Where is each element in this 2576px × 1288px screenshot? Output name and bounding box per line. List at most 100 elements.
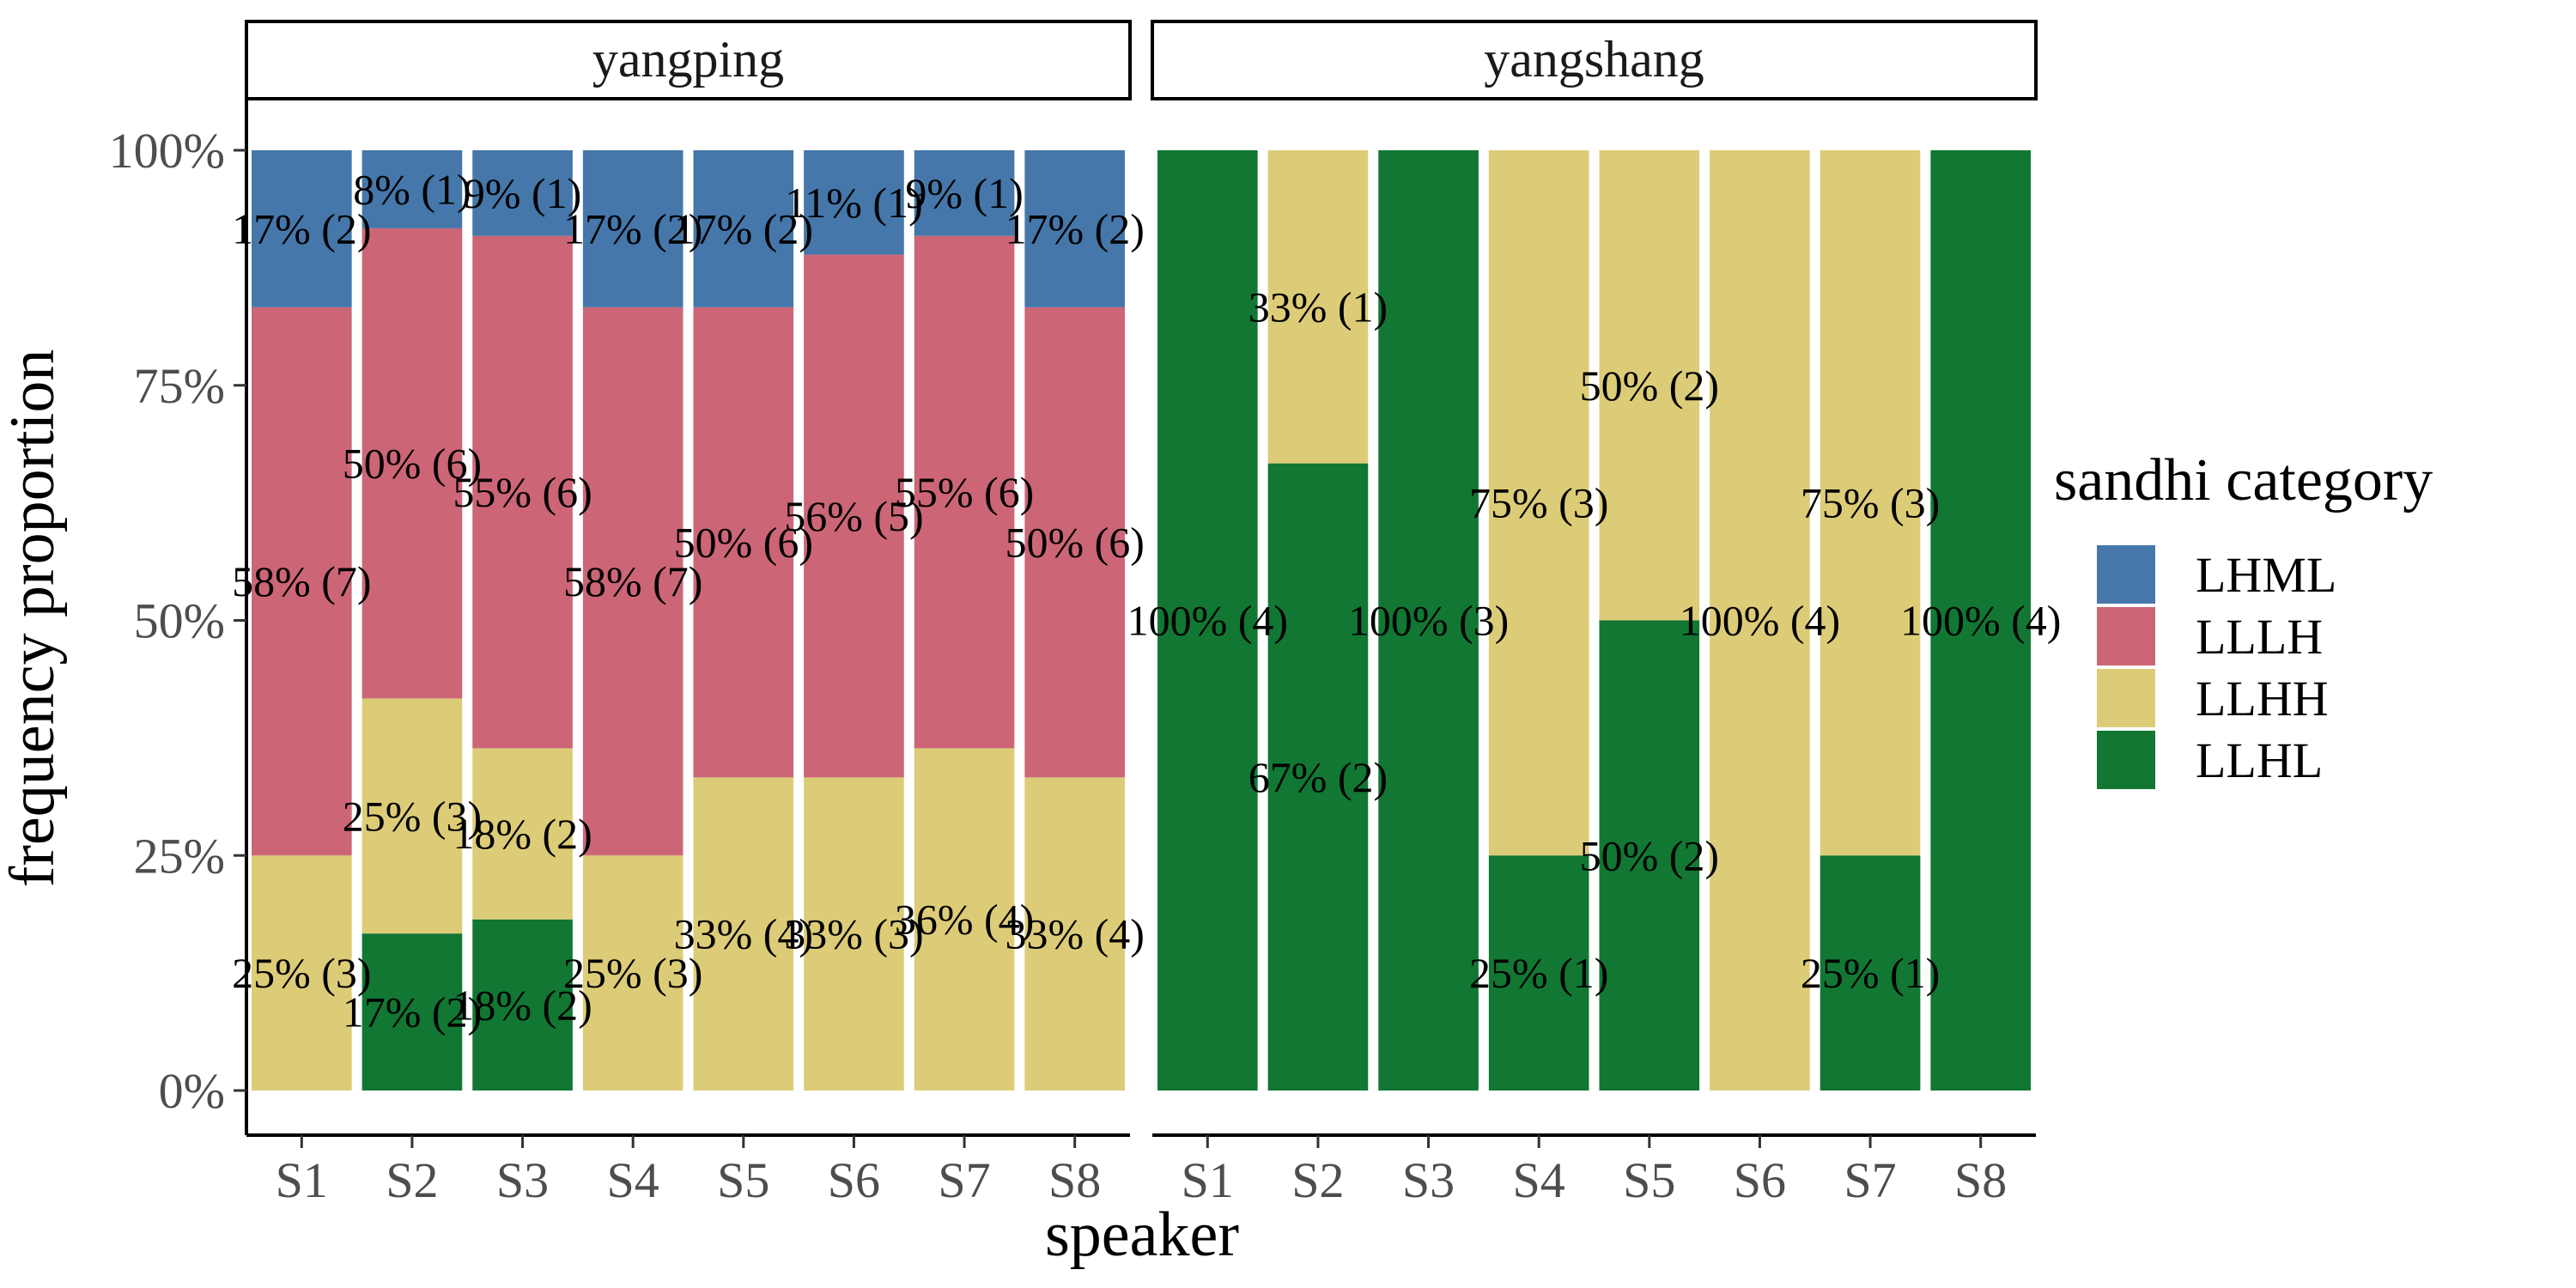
y-tick-label: 25% <box>134 828 225 884</box>
x-tick-label: S6 <box>1734 1152 1786 1208</box>
x-tick-label: S7 <box>1844 1152 1896 1208</box>
bar-label: 25% (3) <box>343 792 482 840</box>
x-tick-label: S5 <box>1623 1152 1675 1208</box>
legend-swatch-lhml <box>2097 545 2155 604</box>
bar-segment-llhh <box>1820 150 1921 856</box>
bar-label: 67% (2) <box>1249 753 1388 801</box>
bar-label: 50% (6) <box>343 440 482 488</box>
bar-label: 100% (4) <box>1900 597 2061 645</box>
bar-segment-lhml <box>582 150 683 307</box>
x-tick-label: S8 <box>1954 1152 2007 1208</box>
bar-segment-llhl <box>1378 150 1479 1091</box>
x-tick-label: S2 <box>1291 1152 1344 1208</box>
bar-segment-llhl <box>472 919 573 1091</box>
bar-segment-llhl <box>1157 150 1258 1091</box>
y-tick-label: 0% <box>159 1063 225 1119</box>
legend-items: LHML LLLH LLHH LLHL <box>2097 545 2336 789</box>
x-axis-title: speaker <box>1045 1200 1239 1270</box>
facet-strip <box>245 20 1132 100</box>
x-tick-label: S4 <box>607 1152 659 1208</box>
bar-label: 9% (1) <box>905 169 1023 217</box>
legend-label: LLHH <box>2196 671 2329 726</box>
bar-labels: 100% (4) 67% (2) 33% (1) 100% (3) 25% (1) 75%… <box>1127 283 2062 997</box>
bar-segment-llhh <box>1488 150 1589 856</box>
bar-segment-lllh <box>361 228 463 699</box>
y-axis: 0% 25% 50% 75% 100% <box>109 99 248 1135</box>
bar-label: 75% (3) <box>1469 479 1608 527</box>
legend: sandhi category LHML LLLH LLHH LLHL <box>2054 447 2433 789</box>
bar-label: 18% (2) <box>453 981 592 1029</box>
x-tick-label: S6 <box>828 1152 880 1208</box>
y-axis-title: frequency proportion <box>0 349 68 888</box>
bar-segment-llhl <box>1820 855 1921 1091</box>
bar-segment-llhh <box>1710 150 1810 1091</box>
bar-label: 17% (2) <box>563 204 702 252</box>
bar-segment-llhl <box>1267 463 1369 1091</box>
bar-label: 100% (3) <box>1348 597 1509 645</box>
x-tick-label: S1 <box>1182 1152 1234 1208</box>
bar-label: 50% (2) <box>1580 361 1719 410</box>
bar-label: 58% (7) <box>563 557 702 605</box>
bar-label: 17% (2) <box>232 204 371 252</box>
bar-segment-lhml <box>1024 150 1125 307</box>
x-tick-label: S3 <box>1402 1152 1455 1208</box>
bar-segment-llhh <box>582 855 683 1091</box>
bar-label: 75% (3) <box>1801 479 1940 527</box>
bars <box>252 150 1125 1091</box>
bar-label: 33% (3) <box>784 910 923 958</box>
bar-segment-llhh <box>1599 150 1700 621</box>
bar-segment-lllh <box>472 235 573 749</box>
bars <box>1157 150 2031 1091</box>
legend-swatch-llhh <box>2097 669 2155 727</box>
bar-segment-lhml <box>361 150 463 228</box>
x-tick-label: S5 <box>717 1152 769 1208</box>
bar-label: 58% (7) <box>232 557 371 605</box>
bar-segment-lhml <box>804 150 904 255</box>
facet-panel-yangshang: yangshang 100% (4) 67% (2) 33% (1) 100% (3) 2… <box>1127 20 2062 1208</box>
bar-label: 11% (1) <box>785 179 923 227</box>
bar-label: 56% (5) <box>784 492 923 540</box>
bar-segment-llhl <box>1930 150 2031 1091</box>
bar-label: 17% (2) <box>343 988 482 1036</box>
facet-strip-label: yangshang <box>1484 31 1704 88</box>
bar-label: 17% (2) <box>674 204 813 252</box>
bar-segment-lllh <box>914 235 1015 749</box>
bar-segment-llhh <box>252 855 352 1091</box>
bar-segment-lhml <box>914 150 1015 236</box>
bar-label: 25% (1) <box>1469 949 1608 997</box>
bar-label: 50% (6) <box>1005 519 1144 567</box>
facet-strip <box>1151 20 2038 100</box>
legend-label: LLHL <box>2196 732 2323 788</box>
bar-segment-lllh <box>804 254 904 778</box>
legend-label: LHML <box>2196 547 2336 603</box>
bar-label: 100% (4) <box>1680 597 1840 645</box>
y-tick-label: 100% <box>109 123 225 179</box>
bar-label: 33% (4) <box>674 910 813 958</box>
bar-segment-lllh <box>582 307 683 856</box>
bar-segment-llhh <box>914 748 1015 1091</box>
bar-segment-llhl <box>1599 620 1700 1091</box>
bar-segment-lllh <box>1024 307 1125 778</box>
bar-segment-llhl <box>361 933 463 1091</box>
bar-labels: 25% (3)58% (7)17% (2)17% (2)25% (3)50% (… <box>232 165 1145 1036</box>
x-tick-label: S8 <box>1048 1152 1101 1208</box>
bar-label: 55% (6) <box>895 468 1034 516</box>
bar-label: 33% (1) <box>1249 283 1388 331</box>
y-tick-label: 50% <box>134 593 225 649</box>
legend-swatch-llhl <box>2097 731 2155 789</box>
bar-segment-lhml <box>472 150 573 236</box>
x-tick-label: S3 <box>496 1152 549 1208</box>
x-tick-label: S1 <box>276 1152 328 1208</box>
bar-segment-llhh <box>361 698 463 934</box>
x-tick-label: S7 <box>938 1152 990 1208</box>
bar-segment-lllh <box>693 307 794 778</box>
bar-label: 17% (2) <box>1005 204 1144 252</box>
x-tick-label: S4 <box>1513 1152 1565 1208</box>
bar-segment-llhl <box>1488 855 1589 1091</box>
bar-segment-llhh <box>804 777 904 1091</box>
bar-segment-lhml <box>693 150 794 307</box>
bar-segment-llhh <box>1024 777 1125 1091</box>
